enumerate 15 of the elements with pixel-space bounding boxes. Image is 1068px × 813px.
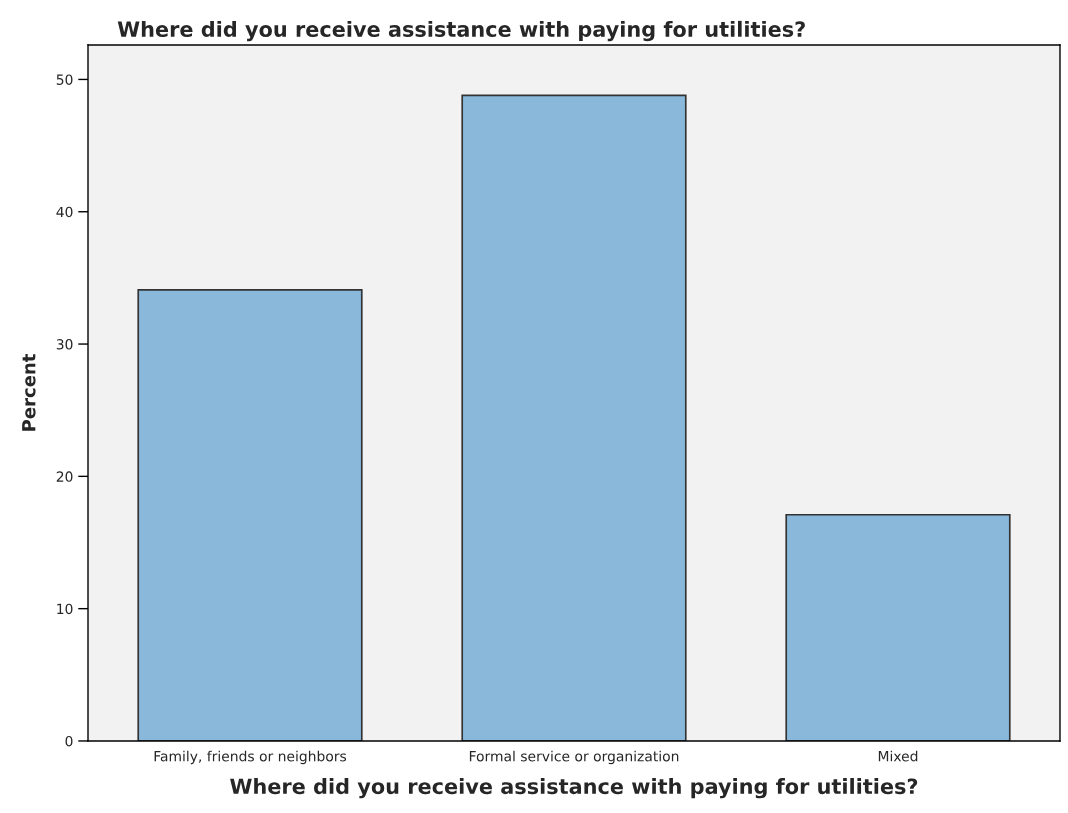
x-axis-title: Where did you receive assistance with paying for utilities?: [230, 778, 918, 799]
y-axis-title: Percent: [22, 354, 36, 431]
bar: [137, 288, 363, 741]
x-tick-label: Mixed: [878, 750, 918, 762]
y-tick-label: 50: [56, 74, 73, 85]
x-tick-label: Formal service or organization: [469, 750, 679, 765]
chart-title: Where did you receive assistance with paying for utilities?: [117, 20, 805, 42]
y-tick-label: 40: [56, 206, 73, 218]
y-tick-label: 0: [65, 735, 73, 747]
bar: [461, 94, 687, 741]
y-tick-label: 30: [56, 339, 73, 350]
bar: [785, 513, 1011, 741]
y-tick-label: 20: [56, 471, 73, 482]
y-tick-label: 10: [57, 603, 73, 615]
x-tick-label: Family, friends or neighbors: [154, 750, 347, 765]
